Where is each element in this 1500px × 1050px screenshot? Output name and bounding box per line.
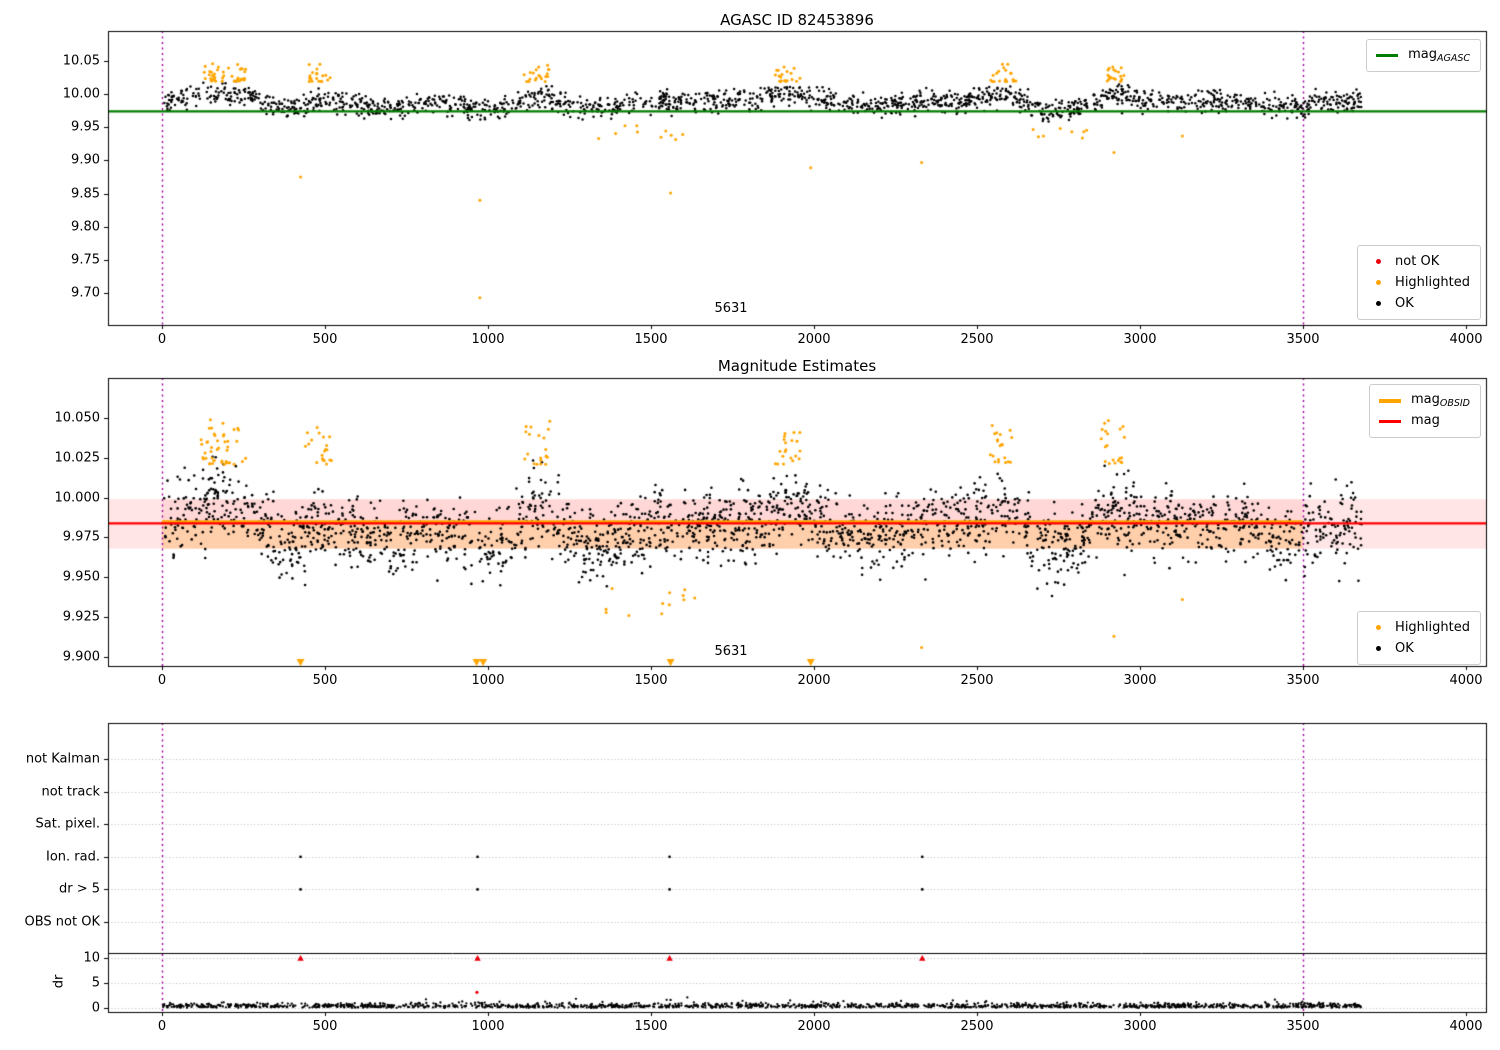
y-tick-label: 9.90 [71,152,100,168]
legend-label: not OK [1395,254,1440,269]
x-tick-label: 3500 [1286,673,1320,688]
x-tick-label: 2000 [797,332,831,347]
x-tick-label: 2500 [960,673,994,688]
y-tick-label: 9.95 [71,119,100,135]
y-tick-label: 9.85 [71,186,100,202]
red-line-swatch [1378,420,1401,423]
legend-label: OK [1395,296,1414,311]
legend-item-highlighted: Highlighted [1367,272,1470,293]
y-tick-label: 9.80 [71,219,100,235]
legend-item-not-ok: not OK [1367,251,1470,272]
x-tick-label: 3500 [1286,1019,1320,1034]
middle-legend-lines: magOBSID mag [1368,384,1481,438]
middle-plot-title: Magnitude Estimates [717,357,877,375]
orange-dot-swatch [1376,280,1382,285]
x-tick-label: 4000 [1449,1019,1483,1034]
y-tick-label: 9.950 [62,569,100,585]
x-tick-label: 4000 [1449,332,1483,347]
category-tick-label: Ion. rad. [46,849,100,865]
x-tick-label: 2000 [797,673,831,688]
y-tick-label: 10.05 [62,53,100,69]
black-dot-swatch [1376,646,1382,651]
legend-item-ok: OK [1367,638,1470,659]
category-tick-label: not Kalman [25,751,100,767]
top-legend-points: not OK Highlighted OK [1357,245,1481,320]
category-tick-label: Sat. pixel. [35,816,100,832]
legend-label: Highlighted [1395,275,1470,290]
x-tick-label: 2000 [797,1019,831,1034]
y-tick-label: 10.025 [54,450,101,466]
legend-item-highlighted: Highlighted [1367,617,1470,638]
x-tick-label: 3000 [1123,1019,1157,1034]
x-tick-label: 3500 [1286,332,1320,347]
x-tick-label: 500 [312,673,338,688]
top-legend-lines: magAGASC [1366,39,1481,72]
x-tick-label: 3000 [1123,332,1157,347]
orange-dot-swatch [1376,625,1382,630]
legend-label: OK [1395,641,1414,656]
y-tick-label: 10.050 [54,410,101,426]
dr-tick-label: 10 [83,950,100,965]
middle-legend-points: Highlighted OK [1357,611,1481,665]
legend-label: mag [1410,413,1440,428]
y-tick-label: 9.900 [62,649,100,665]
x-tick-label: 1500 [634,673,668,688]
x-tick-label: 0 [157,332,167,347]
green-line-swatch [1376,54,1399,57]
x-tick-label: 0 [157,1019,167,1034]
y-tick-label: 9.70 [71,285,100,301]
x-tick-label: 500 [312,1019,338,1034]
x-tick-label: 1000 [471,332,505,347]
y-tick-label: 9.975 [62,529,100,545]
bottom-ylabel-dr: dr [51,974,67,989]
x-tick-label: 2500 [960,332,994,347]
y-tick-label: 9.925 [62,609,100,625]
x-tick-label: 1000 [471,673,505,688]
y-tick-label: 10.000 [54,490,101,506]
x-tick-label: 1000 [471,1019,505,1034]
legend-item-mag-obsid: magOBSID [1378,390,1470,411]
legend-item-mag-agasc: magAGASC [1376,45,1470,66]
legend-item-ok: OK [1367,293,1470,314]
legend-label: magOBSID [1410,392,1470,409]
category-tick-label: OBS not OK [24,914,101,930]
top-plot-title: AGASC ID 82453896 [720,11,874,29]
y-tick-label: 10.00 [62,86,100,102]
legend-label: magAGASC [1408,47,1470,64]
x-tick-label: 3000 [1123,673,1157,688]
middle-plot-annotation: 5631 [714,644,748,659]
x-tick-label: 500 [312,332,338,347]
x-tick-label: 1500 [634,332,668,347]
orange-line-swatch [1378,398,1401,403]
legend-label: Highlighted [1395,620,1470,635]
x-tick-label: 2500 [960,1019,994,1034]
category-tick-label: dr > 5 [58,881,100,897]
legend-item-mag: mag [1378,411,1470,432]
y-tick-label: 9.75 [71,252,100,268]
x-tick-label: 1500 [634,1019,668,1034]
dr-tick-label: 0 [91,1000,100,1016]
black-dot-swatch [1376,301,1382,306]
dr-tick-label: 5 [91,975,100,991]
top-plot-annotation: 5631 [714,301,748,316]
category-tick-label: not track [41,784,100,800]
x-tick-label: 0 [157,673,167,688]
red-dot-swatch [1376,259,1382,264]
x-tick-label: 4000 [1449,673,1483,688]
